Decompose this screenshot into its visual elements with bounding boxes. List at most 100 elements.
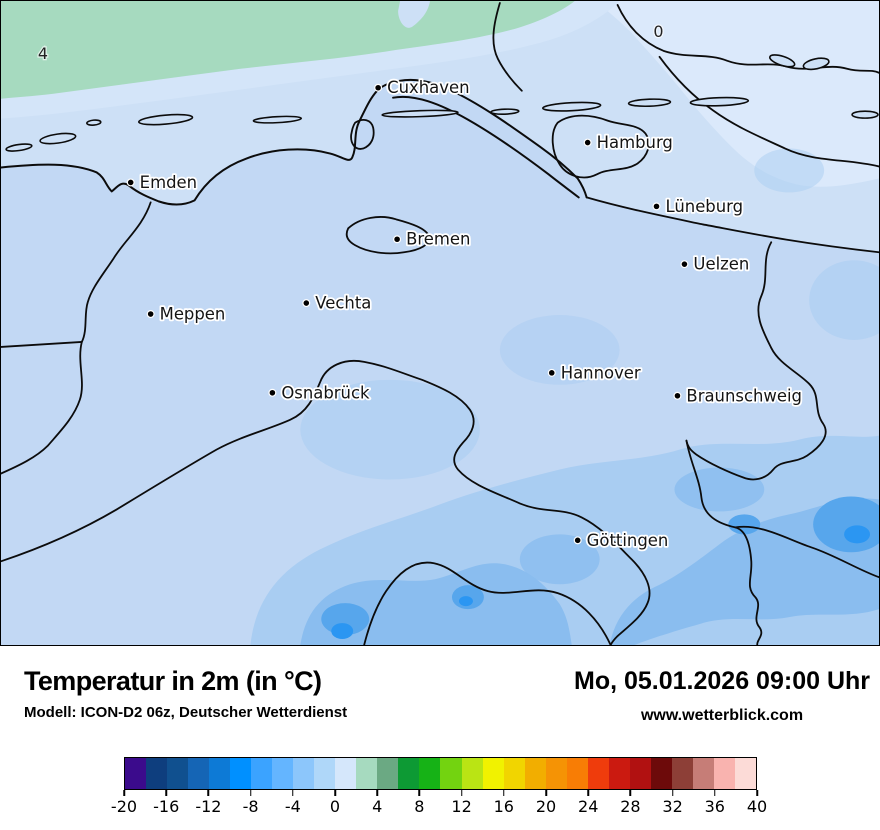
website-credit: www.wetterblick.com [640,707,804,724]
city-label: Osnabrück [281,383,370,402]
band-m4-patch [754,148,825,193]
city-label: Hamburg [597,133,673,152]
legend-tick-label: 8 [414,797,425,816]
legend-cell [398,758,420,789]
city-dot [268,388,277,397]
elbe-north-bank [388,78,588,199]
legend-cell [692,758,714,789]
model-info: Modell: ICON-D2 06z, Deutscher Wetterdie… [24,704,348,721]
elbe-south-bank [392,95,580,199]
island [802,57,830,71]
map-title: Temperatur in 2m (in °C) [24,666,322,696]
island [490,108,520,115]
city-dot [680,260,689,269]
city-dot [302,299,311,308]
legend-tick [629,790,632,796]
legend-cell [440,758,462,789]
legend-tick-label: 16 [493,797,514,816]
legend-tick [714,790,716,796]
legend-tick [249,790,252,796]
legend-cell [335,758,357,789]
legend-tick [376,790,378,796]
city-marker: Braunschweig [673,385,804,407]
band-m4-patch [300,379,480,480]
city-label: Hannover [561,363,641,382]
band-m4-patch [499,315,620,385]
legend-tick [418,790,421,796]
legend-cell [734,758,756,789]
island [381,109,459,118]
city-label: Cuxhaven [387,78,469,97]
city-dot [393,235,402,244]
band-m6-patch [674,467,765,512]
legend-tick [207,790,210,796]
city-dot [583,138,592,147]
cold-spot [458,596,473,607]
city-marker: Uelzen [680,253,751,275]
band-2-4-region [1,1,575,99]
band-m6-patch [519,534,600,585]
legend-cell [587,758,609,789]
city-label: Lüneburg [665,197,743,216]
band-m4-patch [809,260,879,340]
city-marker: Emden [126,171,199,194]
legend-cell [356,758,378,789]
region-temp-label: 0 [653,22,663,41]
coastline-layer [1,2,879,254]
island [86,119,102,126]
city-dot [673,391,682,400]
city-label: Emden [140,173,197,192]
city-layer: Cuxhaven Hamburg Emden Lüneburg Bremen Uelzen… [126,76,804,552]
city-label: Braunschweig [686,386,802,405]
legend-cell [188,758,210,789]
legend-cell [482,758,504,789]
legend-tick [587,790,589,796]
legend-tick-label: 36 [704,797,725,816]
island [769,54,796,68]
pale-contour-band [1,1,620,119]
city-dot [573,536,582,545]
hessen-border-bump [363,561,612,645]
green-hole [398,1,431,28]
temperature-field [1,1,879,645]
nrw-border [1,360,651,645]
legend-cell [251,758,273,789]
legend-tick-label: -12 [195,797,222,816]
map-svg: 40 CuxhavenHamburgEmdenLüneburgBremenUel… [1,1,879,645]
city-dot [146,310,155,319]
legend-tick [292,790,294,796]
city-marker: Göttingen [573,529,670,552]
city-marker: Osnabrück [268,382,372,404]
legend-cell [377,758,399,789]
legend-tick [671,790,674,796]
islands-layer [5,54,879,152]
island [851,110,879,119]
legend-cell [503,758,525,789]
sh-mv-border [658,55,879,168]
legend-cell [713,758,735,789]
legend-cell [293,758,315,789]
legend-tick-label: 28 [620,797,641,816]
legend-cell [524,758,546,789]
legend-tick [165,790,167,796]
borders-layer [1,114,879,645]
island [39,132,77,145]
legend-cell [146,758,168,789]
band-m6-region [300,563,572,645]
island [137,113,194,126]
thuringia-border-east [734,525,879,579]
cold-spot [331,623,354,640]
legend-cell [650,758,672,789]
thuringia-border [685,439,763,645]
nl-border-spur [1,341,83,348]
legend-colorbar [124,757,757,790]
legend-tick-label: -16 [153,797,180,816]
hamburg-state-border [551,114,650,179]
cold-spot [844,525,871,544]
city-marker: Lüneburg [652,195,745,218]
legend-tick-label: -8 [242,797,259,816]
band-m6-region [609,498,879,645]
legend-tick-label: 0 [329,797,341,816]
